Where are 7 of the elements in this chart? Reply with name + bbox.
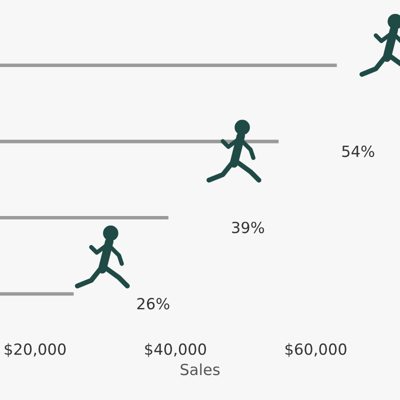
x-tick-label: $20,000 bbox=[4, 343, 66, 357]
annotation: 26% bbox=[137, 298, 170, 310]
annotation: 39% bbox=[232, 222, 264, 234]
x-axis-title: Sales bbox=[180, 363, 220, 376]
x-tick-label: $60,000 bbox=[285, 343, 346, 357]
annotation: 54% bbox=[342, 146, 374, 158]
x-tick-label: $40,000 bbox=[145, 343, 206, 357]
